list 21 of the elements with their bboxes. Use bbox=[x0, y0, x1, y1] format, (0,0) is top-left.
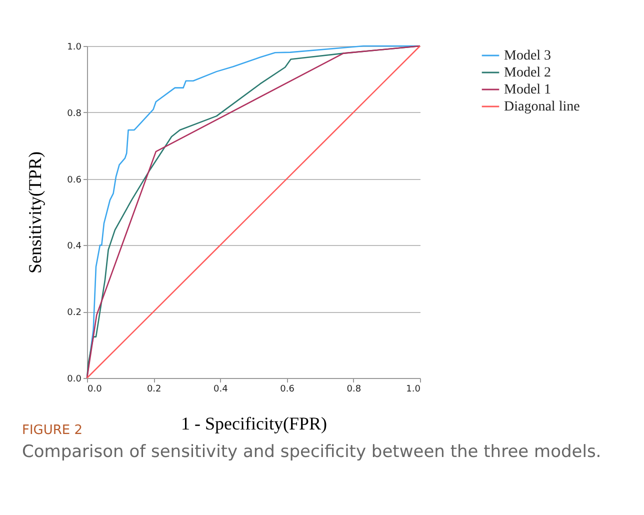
x-tick-label: 1.0 bbox=[406, 384, 421, 394]
line-series bbox=[86, 45, 421, 379]
y-tick-label: 0.0 bbox=[67, 374, 82, 384]
x-tick-label: 0.8 bbox=[346, 384, 362, 394]
x-tick-label: 0.0 bbox=[88, 384, 102, 394]
y-tick-label: 0.2 bbox=[67, 308, 82, 318]
x-tick-label: 0.4 bbox=[214, 384, 228, 394]
y-tick-label: 0.6 bbox=[67, 175, 82, 186]
y-axis-title: Sensitivity(TPR) bbox=[25, 151, 46, 274]
legend-label: Diagonal line bbox=[504, 100, 580, 114]
x-tick-label: 0.6 bbox=[280, 384, 295, 394]
x-axis-title: 1 - Specificity(FPR) bbox=[181, 414, 327, 434]
x-tick-label: 0.2 bbox=[146, 384, 162, 394]
text: Comparison of sensitivity and specificity between the three models. bbox=[22, 442, 602, 462]
y-tick-label: 1.0 bbox=[67, 42, 82, 52]
caption: FIGURE 2 bbox=[22, 423, 83, 438]
legend-label: Model 2 bbox=[504, 66, 552, 80]
legend-label: Model 3 bbox=[504, 48, 552, 64]
y-tick-label: 0.4 bbox=[67, 242, 82, 252]
y-tick-label: 0.8 bbox=[67, 108, 82, 119]
legend-label: Model 1 bbox=[504, 82, 552, 98]
